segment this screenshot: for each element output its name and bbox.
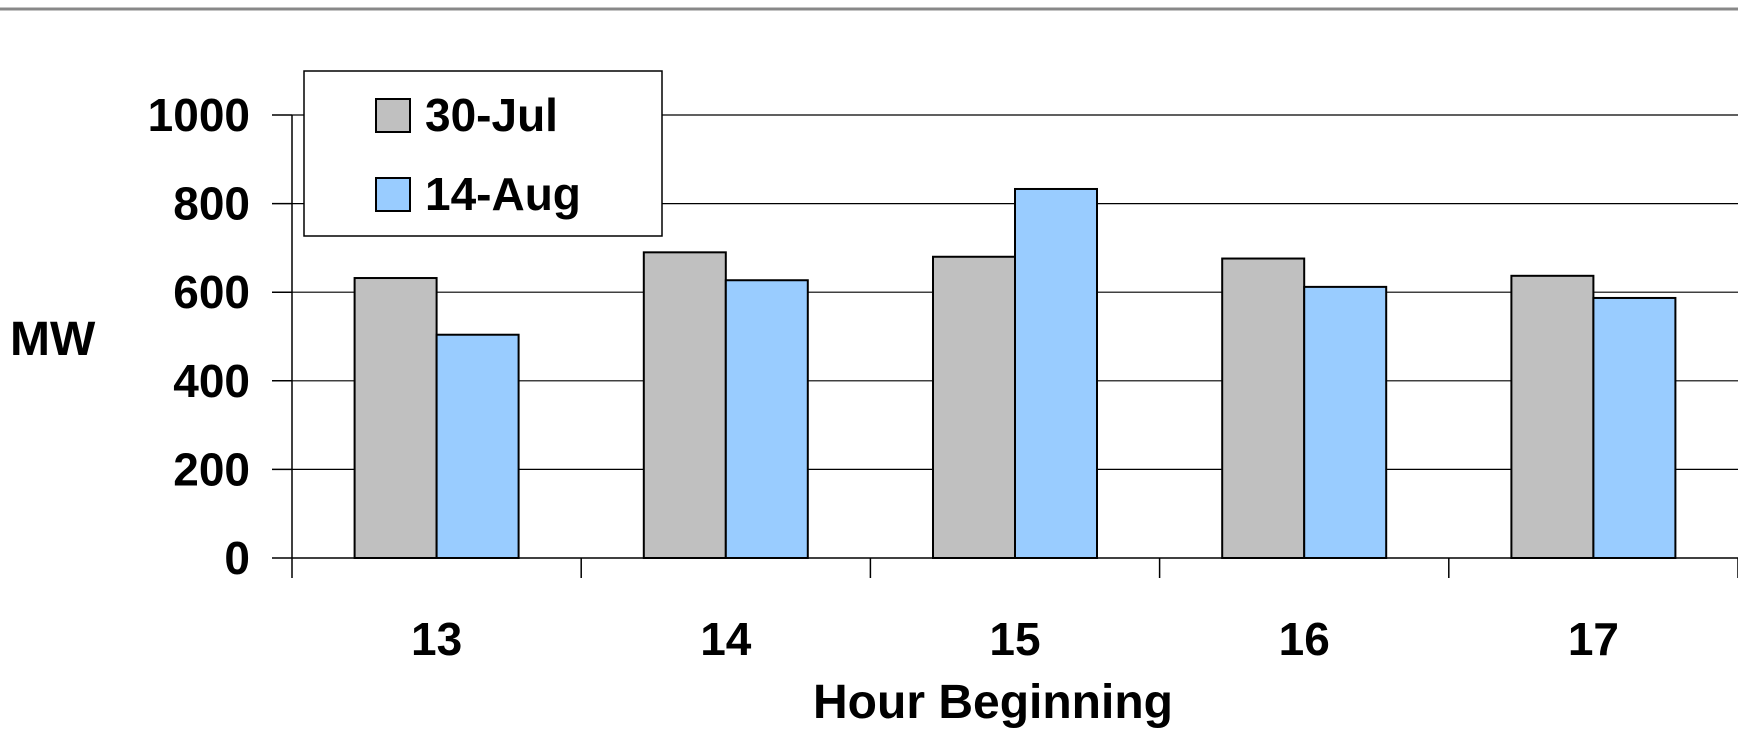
legend-label-14-aug: 14-Aug xyxy=(425,168,581,220)
y-tick-label-1000: 1000 xyxy=(148,89,250,141)
legend-label-30-jul: 30-Jul xyxy=(425,89,558,141)
bar-30-jul-14 xyxy=(642,251,727,560)
x-axis-title: Hour Beginning xyxy=(813,676,1173,729)
axes xyxy=(272,114,1738,578)
bar-30-jul-16 xyxy=(1221,257,1306,559)
bar-30-jul-17 xyxy=(1510,274,1595,559)
y-tick-labels: 0 200 400 600 800 1000 xyxy=(148,89,250,584)
legend-box xyxy=(303,70,663,237)
legend-swatch-30-jul xyxy=(375,98,411,133)
y-tick-label-200: 200 xyxy=(173,443,250,495)
x-tick-label-14: 14 xyxy=(700,613,752,665)
x-tick-label-15: 15 xyxy=(989,613,1040,665)
y-tick-label-800: 800 xyxy=(173,178,250,230)
bar-30-jul-13 xyxy=(353,277,438,559)
y-tick-label-400: 400 xyxy=(173,355,250,407)
bar-14-aug-16 xyxy=(1303,285,1388,559)
x-tick-label-17: 17 xyxy=(1568,613,1619,665)
y-tick-label-600: 600 xyxy=(173,266,250,318)
legend: 30-Jul 14-Aug xyxy=(303,70,663,237)
bar-14-aug-14 xyxy=(724,279,809,559)
bar-14-aug-15 xyxy=(1014,187,1098,560)
bar-30-jul-15 xyxy=(932,255,1016,559)
y-axis-title: MW xyxy=(10,313,96,366)
x-tick-label-16: 16 xyxy=(1279,613,1330,665)
x-tick-label-13: 13 xyxy=(411,613,462,665)
bar-14-aug-17 xyxy=(1592,296,1677,559)
x-tick-labels: 13 14 15 16 17 xyxy=(411,613,1619,665)
bars xyxy=(353,187,1677,560)
y-tick-label-0: 0 xyxy=(224,532,250,584)
legend-swatch-14-aug xyxy=(375,177,411,212)
bar-14-aug-13 xyxy=(435,333,520,559)
